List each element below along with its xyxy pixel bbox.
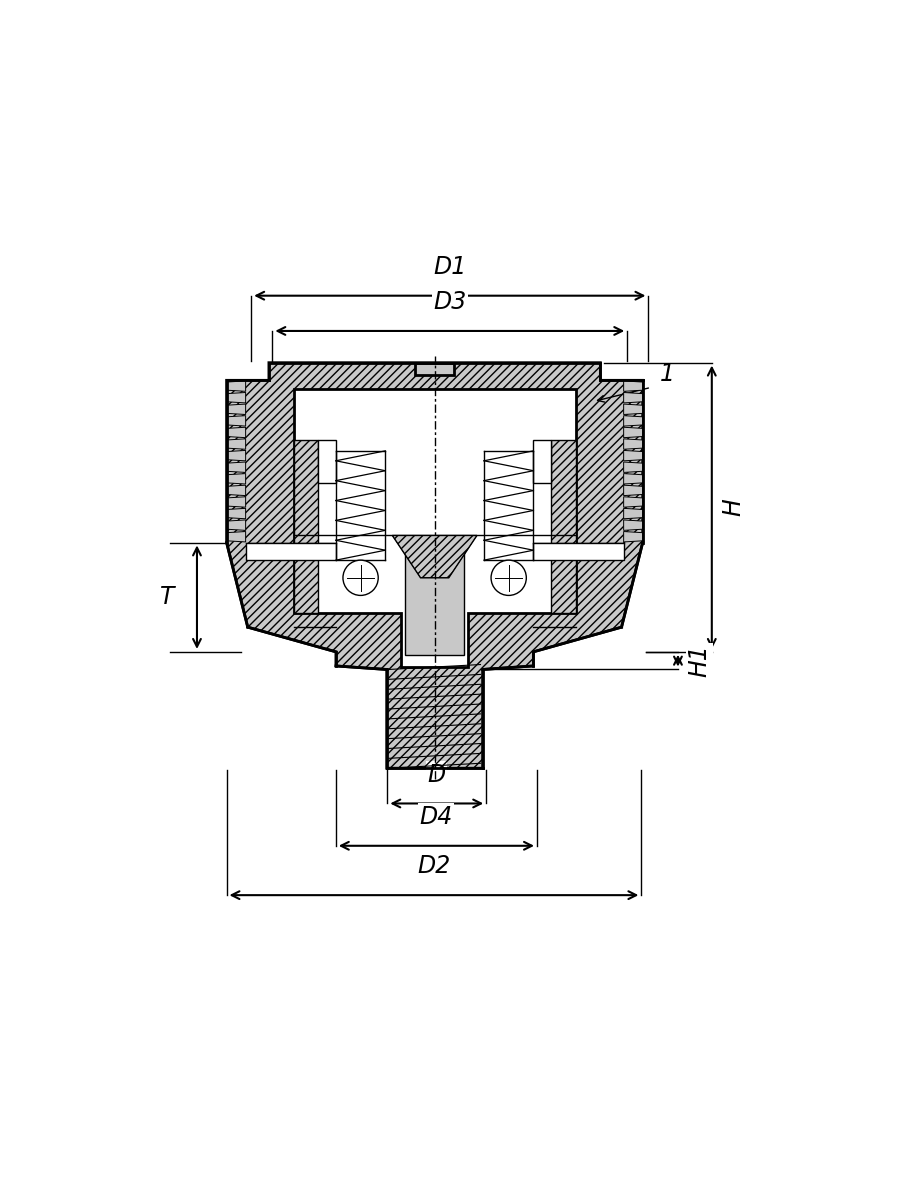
Polygon shape (294, 389, 576, 667)
Polygon shape (227, 392, 246, 403)
Polygon shape (533, 440, 551, 482)
Polygon shape (623, 439, 642, 449)
Polygon shape (227, 380, 246, 391)
Circle shape (491, 560, 526, 595)
Polygon shape (227, 462, 246, 473)
Polygon shape (623, 392, 642, 403)
Polygon shape (623, 404, 642, 414)
Text: D2: D2 (418, 854, 450, 878)
Polygon shape (227, 520, 246, 530)
Polygon shape (227, 509, 246, 518)
Polygon shape (227, 404, 246, 414)
Polygon shape (623, 450, 642, 461)
Polygon shape (623, 380, 642, 391)
Polygon shape (623, 520, 642, 530)
Polygon shape (623, 462, 642, 473)
Polygon shape (623, 415, 642, 426)
Polygon shape (318, 440, 336, 482)
Polygon shape (227, 450, 246, 461)
Polygon shape (227, 439, 246, 449)
Text: D1: D1 (433, 254, 467, 278)
Polygon shape (623, 485, 642, 496)
Text: D3: D3 (433, 290, 467, 314)
Polygon shape (415, 362, 454, 376)
Polygon shape (392, 535, 477, 577)
Polygon shape (227, 415, 246, 426)
Polygon shape (623, 532, 642, 542)
Polygon shape (227, 532, 246, 542)
Text: D: D (428, 762, 446, 786)
Polygon shape (623, 474, 642, 484)
Text: H1: H1 (687, 644, 711, 677)
Polygon shape (294, 440, 318, 613)
Circle shape (343, 560, 379, 595)
Polygon shape (227, 474, 246, 484)
Polygon shape (533, 542, 623, 560)
Polygon shape (623, 427, 642, 438)
Polygon shape (227, 497, 246, 508)
Text: 1: 1 (661, 362, 675, 386)
Polygon shape (227, 362, 642, 768)
Polygon shape (551, 440, 576, 613)
Text: D4: D4 (420, 805, 453, 829)
Polygon shape (246, 542, 336, 560)
Polygon shape (405, 550, 464, 655)
Polygon shape (227, 485, 246, 496)
Text: H: H (721, 498, 745, 516)
Polygon shape (623, 509, 642, 518)
Text: T: T (160, 586, 175, 610)
Polygon shape (623, 497, 642, 508)
Polygon shape (227, 427, 246, 438)
